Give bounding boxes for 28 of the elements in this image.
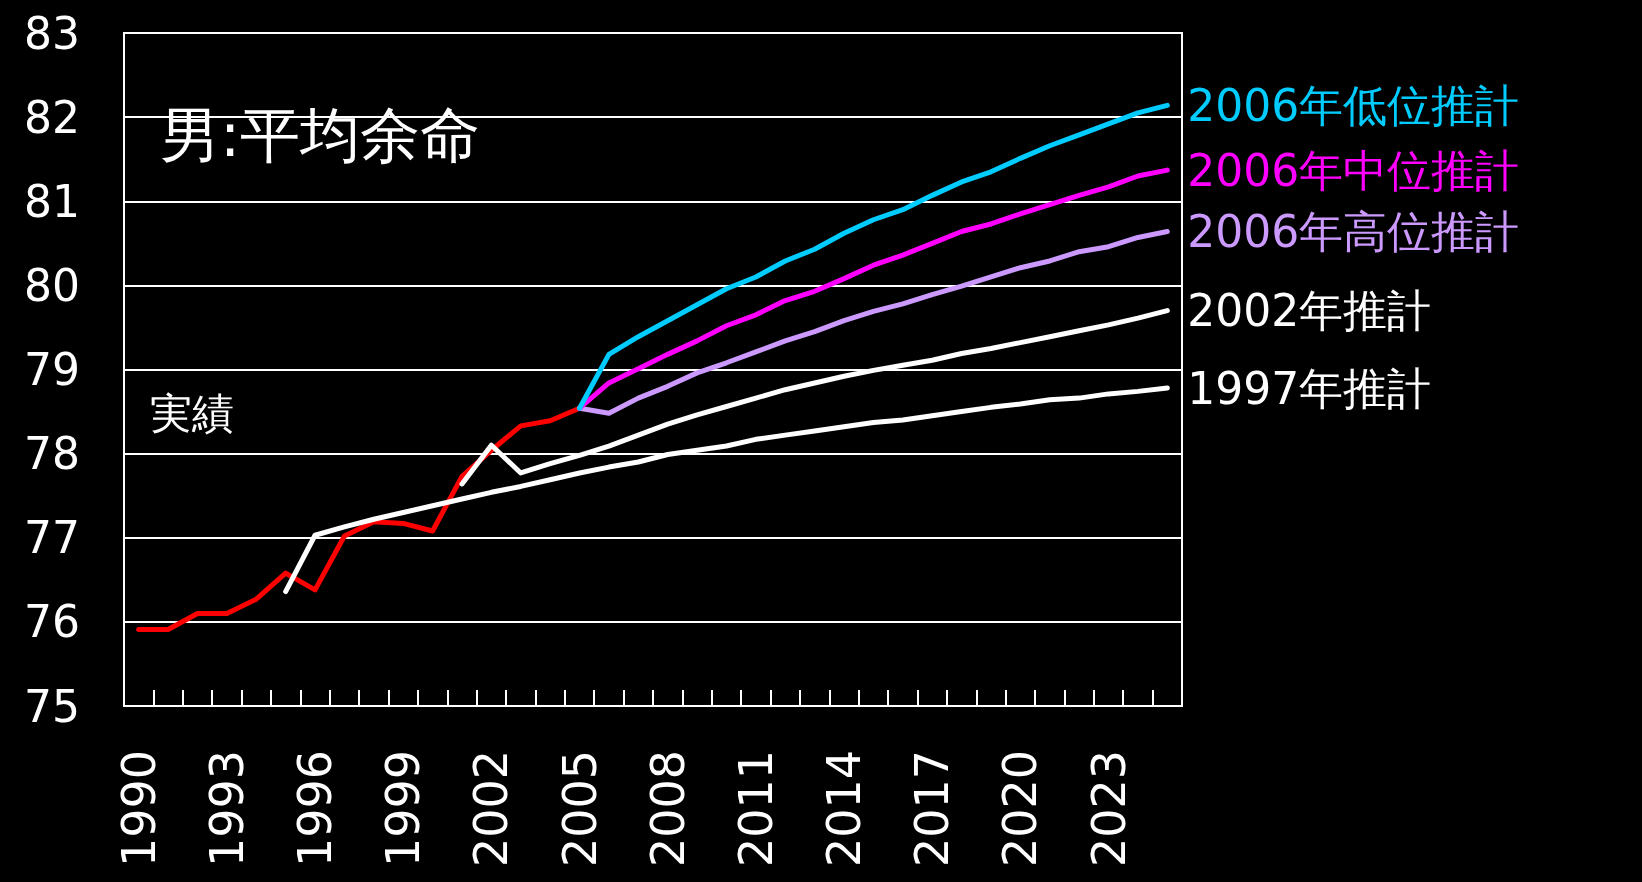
x-tick-label: 2014 [817,750,872,868]
x-tick-label: 1990 [111,750,166,868]
y-tick-label: 82 [24,91,80,143]
x-tick-label: 2017 [905,750,960,868]
x-tick-label: 2005 [552,750,607,868]
y-tick-label: 77 [24,512,80,564]
series-label: 1997年推計 [1187,362,1432,414]
series-label: 2006年低位推計 [1187,79,1520,131]
x-tick-label: 2011 [728,750,783,868]
series-label: 2002年推計 [1187,285,1432,337]
x-tick-label: 2020 [993,750,1048,868]
x-tick-label: 2008 [640,750,695,868]
y-tick-label: 79 [24,344,80,395]
y-tick-label: 80 [24,259,80,311]
x-tick-label: 1993 [199,750,254,868]
y-tick-label: 78 [24,428,80,480]
x-tick-label: 1996 [288,750,343,868]
y-tick-label: 81 [24,175,80,227]
x-tick-label: 2023 [1081,750,1136,868]
x-tick-label: 1999 [376,750,431,868]
series-label: 2006年高位推計 [1187,206,1520,258]
series-label: 2006年中位推計 [1187,144,1520,196]
text: 男:平均余命 [160,100,481,170]
y-tick-label: 83 [24,7,80,59]
y-tick-label: 75 [24,680,80,732]
y-tick-label: 76 [24,596,80,648]
annotation: 実績 [150,388,234,438]
x-tick-label: 2002 [464,750,519,868]
